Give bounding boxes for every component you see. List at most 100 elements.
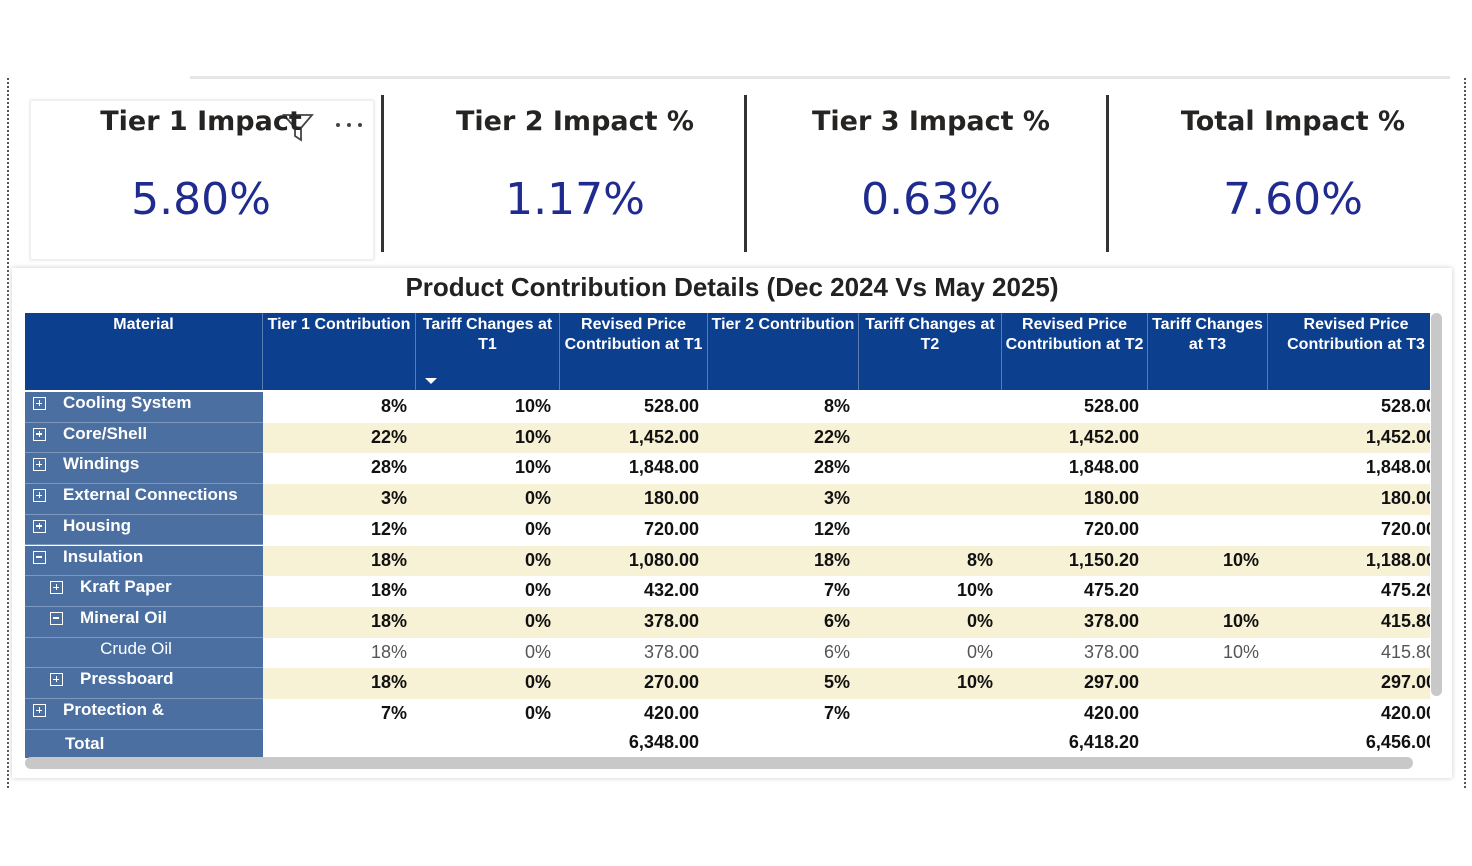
row-bg	[263, 699, 1430, 730]
row-bg	[263, 422, 1430, 454]
cell: 0%	[524, 488, 551, 509]
expander-h	[53, 617, 59, 619]
row-label: Housing	[63, 515, 131, 535]
card-title: Total Impact %	[1180, 106, 1406, 137]
expander-v	[38, 492, 40, 499]
card-title: Tier 2 Impact %	[456, 106, 694, 137]
cell: 18%	[370, 641, 407, 662]
column-header[interactable]: Tier 2 Contribution	[708, 313, 859, 390]
filter-icon[interactable]	[282, 112, 314, 142]
cell: 0%	[524, 518, 551, 539]
cell: 0%	[524, 703, 551, 723]
frame	[7, 78, 1466, 788]
row-header: Total	[25, 729, 263, 758]
column-header[interactable]: Revised Price Contribution at T3	[1268, 313, 1430, 390]
cell: 475.20	[1380, 580, 1430, 601]
column-header[interactable]: Revised Price Contribution at T2	[1002, 313, 1148, 390]
cell: 180.00	[1083, 488, 1139, 509]
cell: 7%	[823, 703, 850, 723]
row-label: Total	[65, 733, 105, 753]
column-header[interactable]: Tier 1 Contribution	[263, 313, 416, 390]
cell: 10%	[1222, 610, 1259, 631]
cell: 1,848.00	[628, 457, 699, 478]
cell: 270.00	[643, 672, 699, 693]
expander[interactable]	[33, 704, 46, 717]
expander[interactable]	[50, 611, 63, 625]
row-header: Crude Oil	[25, 637, 263, 669]
row-bg	[263, 637, 1430, 669]
top-edge	[190, 76, 1450, 79]
h-scrollbar[interactable]	[25, 757, 1413, 769]
row-bg	[263, 392, 1430, 423]
cell: 528.00	[643, 396, 699, 416]
cell: 8%	[823, 396, 850, 416]
expander[interactable]	[33, 397, 46, 410]
card-title: Tier 3 Impact %	[812, 106, 1050, 137]
column-header[interactable]: Tariff Changes at T3	[1148, 313, 1268, 390]
cell: 8%	[380, 396, 407, 416]
row-label: Insulation	[63, 546, 144, 566]
row-header: Pressboard	[25, 668, 263, 699]
more-icon[interactable]	[333, 118, 365, 132]
column-header[interactable]: Revised Price Contribution at T1	[560, 313, 708, 390]
expander[interactable]	[33, 550, 46, 564]
cell: 10%	[1222, 641, 1259, 662]
expander[interactable]	[33, 458, 46, 472]
cell: 378.00	[643, 641, 699, 662]
cell: 1,188.00	[1365, 549, 1430, 570]
row-header: External Connections	[25, 484, 263, 515]
cell: 18%	[370, 672, 407, 693]
card-title: Tier 1 Impact	[100, 106, 302, 137]
row-header: Housing	[25, 514, 263, 546]
row-bg	[263, 606, 1430, 638]
expander-h	[36, 556, 42, 558]
cell: 8%	[966, 549, 993, 570]
expander[interactable]	[33, 519, 46, 533]
cell: 1,080.00	[628, 549, 699, 570]
row-label: Core/Shell	[63, 423, 148, 443]
expander[interactable]	[33, 427, 46, 441]
card-frame	[30, 100, 374, 260]
cell: 0%	[524, 549, 551, 570]
cell: 720.00	[1083, 518, 1139, 539]
expander-v	[38, 461, 40, 468]
cell: 528.00	[1083, 396, 1139, 416]
cell: 720.00	[643, 518, 699, 539]
cell: 0%	[524, 580, 551, 601]
cell: 1,452.00	[1068, 426, 1139, 447]
cell: 0%	[524, 641, 551, 662]
cell: 475.20	[1083, 580, 1139, 601]
cell: 432.00	[643, 580, 699, 601]
v-scrollbar[interactable]	[1431, 313, 1442, 696]
cell: 180.00	[1380, 488, 1430, 509]
expander-v	[55, 584, 57, 591]
row-label: Windings	[63, 454, 140, 474]
expander-v	[55, 676, 57, 683]
row-bg	[263, 484, 1430, 515]
column-header[interactable]: Material	[25, 313, 263, 390]
row-header: Protection &	[25, 699, 263, 730]
expander[interactable]	[33, 489, 46, 503]
cell: 1,848.00	[1365, 457, 1430, 478]
cell: 378.00	[643, 610, 699, 631]
cell: 10%	[514, 396, 551, 416]
divider	[1106, 95, 1109, 252]
cell: 22%	[813, 426, 850, 447]
column-header[interactable]: Tariff Changes at T2	[859, 313, 1002, 390]
expander[interactable]	[50, 673, 63, 687]
cell: 28%	[370, 457, 407, 478]
cell: 297.00	[1380, 672, 1430, 693]
cell: 420.00	[643, 703, 699, 723]
row-bg	[263, 668, 1430, 699]
column-header[interactable]: Tariff Changes at T1	[416, 313, 560, 390]
expander[interactable]	[50, 581, 63, 595]
row-label: Mineral Oil	[80, 607, 167, 627]
row-bg	[263, 545, 1430, 577]
expander-v	[38, 430, 40, 437]
row-label: Pressboard	[80, 669, 174, 689]
cell: 10%	[514, 426, 551, 447]
cell: 6%	[823, 610, 850, 631]
cell: 10%	[956, 580, 993, 601]
cell: 378.00	[1083, 641, 1139, 662]
